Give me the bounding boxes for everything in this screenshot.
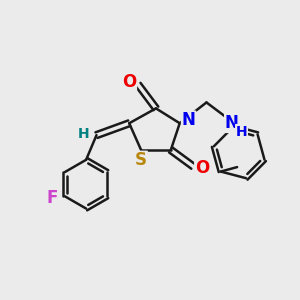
Text: S: S xyxy=(135,152,147,169)
Text: N: N xyxy=(182,111,196,129)
Text: H: H xyxy=(77,127,89,141)
Text: O: O xyxy=(122,73,136,91)
Text: F: F xyxy=(47,189,58,207)
Text: O: O xyxy=(195,159,209,177)
Text: N: N xyxy=(225,114,239,132)
Text: H: H xyxy=(236,124,248,139)
